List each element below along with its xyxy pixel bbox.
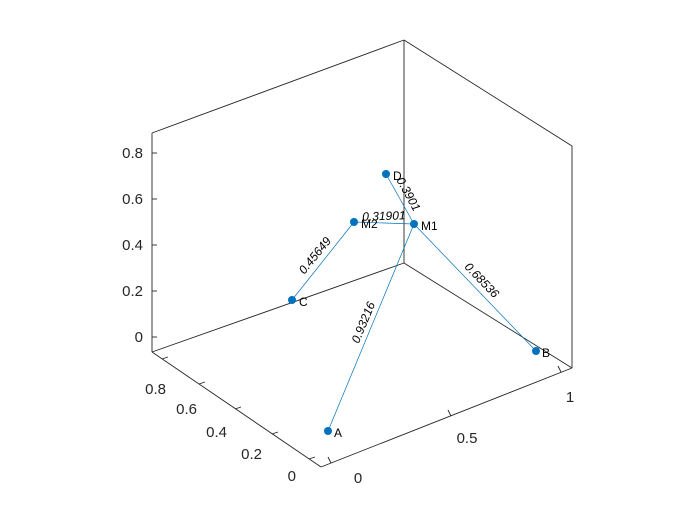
z-axis: 0 0.2 0.4 0.6 0.8 <box>122 145 157 346</box>
node-labels: A B C D M1 M2 <box>299 169 550 440</box>
x-tick-label: 1 <box>566 389 574 406</box>
edge-m1-m2 <box>353 221 415 225</box>
node-c <box>288 296 296 304</box>
node-label: M1 <box>421 219 438 233</box>
graph-nodes <box>288 170 540 435</box>
y-axis: 0 0.2 0.4 0.6 0.8 <box>145 356 316 485</box>
edge-weight-label: 0.31901 <box>362 208 406 224</box>
z-tick-label: 0.6 <box>122 191 143 208</box>
node-label: C <box>299 295 308 309</box>
node-a <box>324 427 332 435</box>
y-tick <box>198 381 206 385</box>
y-tick-label: 0.8 <box>145 381 166 398</box>
edge-b-m1 <box>413 223 537 352</box>
node-label: M2 <box>361 217 378 231</box>
node-label: A <box>334 426 342 440</box>
box-edge-left-top <box>151 39 405 134</box>
graph-edges <box>291 173 537 432</box>
z-tick-label: 0.8 <box>122 145 143 162</box>
edge-weight-label: 0.45649 <box>296 234 334 277</box>
node-m1 <box>410 220 418 228</box>
x-axis: 0 0.5 1 <box>327 365 574 487</box>
x-tick <box>557 365 562 373</box>
box-edge-back-right-bottom <box>403 262 573 369</box>
box-edge-back-left-bottom <box>151 262 405 353</box>
edge-d-m1 <box>385 173 415 225</box>
y-tick <box>308 456 316 460</box>
edge-a-m1 <box>327 223 415 432</box>
axes-box <box>151 39 573 468</box>
node-b <box>532 347 540 355</box>
x-tick <box>327 456 332 464</box>
z-tick-label: 0 <box>135 329 143 346</box>
z-tick-label: 0.4 <box>122 237 143 254</box>
node-m2 <box>350 218 358 226</box>
y-tick-label: 0.6 <box>176 401 197 418</box>
box-edge-right-top <box>403 39 573 147</box>
x-tick <box>447 409 452 417</box>
x-tick-label: 0.5 <box>457 430 478 447</box>
y-tick <box>271 431 279 435</box>
x-axis-line <box>320 367 573 468</box>
y-tick-label: 0 <box>288 468 296 485</box>
node-label: D <box>393 169 402 183</box>
node-label: B <box>542 346 550 360</box>
y-axis-line <box>151 351 322 468</box>
edge-c-m2 <box>291 221 355 301</box>
y-tick-label: 0.2 <box>241 446 262 463</box>
y-tick-label: 0.4 <box>206 424 227 441</box>
x-tick-label: 0 <box>354 470 362 487</box>
z-tick-label: 0.2 <box>122 283 143 300</box>
y-tick <box>234 406 242 410</box>
y-tick <box>161 356 169 360</box>
node-d <box>382 170 390 178</box>
edge-weight-label: 0.93216 <box>349 299 379 345</box>
